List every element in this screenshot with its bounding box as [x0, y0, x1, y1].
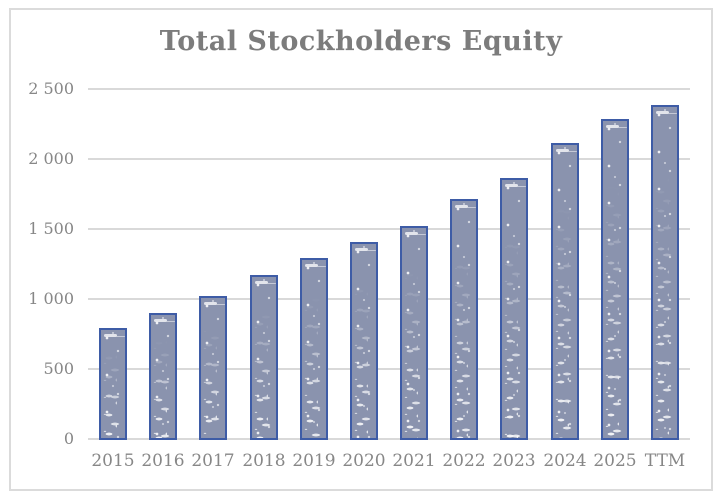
x-tick-label-2024: 2024 — [543, 451, 587, 471]
gridline-2500 — [88, 88, 690, 90]
x-tick-label-2021: 2021 — [392, 451, 436, 471]
chart-title: Total Stockholders Equity — [159, 26, 563, 57]
bar-2019[interactable] — [300, 258, 328, 440]
bar-TTM[interactable] — [651, 105, 679, 440]
x-tick-label-TTM: TTM — [644, 451, 686, 471]
x-tick-label-2018: 2018 — [242, 451, 286, 471]
bar-texture — [201, 298, 225, 438]
bar-2023[interactable] — [500, 178, 528, 440]
y-tick-label-1000: 1 000 — [28, 289, 74, 308]
x-tick-label-2023: 2023 — [492, 451, 536, 471]
bar-2017[interactable] — [199, 296, 227, 440]
y-tick-label-2000: 2 000 — [28, 149, 74, 168]
y-tick-label-1500: 1 500 — [28, 219, 74, 238]
bar-2015[interactable] — [99, 328, 127, 440]
bar-2016[interactable] — [149, 313, 177, 440]
bar-texture — [653, 107, 677, 438]
x-tick-label-2015: 2015 — [91, 451, 135, 471]
bar-2022[interactable] — [450, 199, 478, 440]
bar-2020[interactable] — [350, 242, 378, 440]
bar-2024[interactable] — [551, 143, 579, 440]
bar-2018[interactable] — [250, 275, 278, 440]
bar-texture — [502, 180, 526, 438]
bar-texture — [603, 121, 627, 438]
x-tick-label-2017: 2017 — [191, 451, 235, 471]
bar-texture — [101, 330, 125, 438]
y-tick-label-0: 0 — [63, 429, 74, 448]
x-tick-label-2016: 2016 — [141, 451, 185, 471]
y-tick-label-500: 500 — [43, 359, 74, 378]
x-tick-label-2020: 2020 — [342, 451, 386, 471]
bar-texture — [553, 145, 577, 438]
bar-2025[interactable] — [601, 119, 629, 440]
bar-2021[interactable] — [400, 226, 428, 440]
bar-texture — [252, 277, 276, 438]
gridline-1500 — [88, 228, 690, 230]
x-tick-label-2019: 2019 — [292, 451, 336, 471]
bar-texture — [151, 315, 175, 438]
bar-texture — [402, 228, 426, 438]
bar-texture — [302, 260, 326, 438]
gridline-2000 — [88, 158, 690, 160]
bar-texture — [352, 244, 376, 438]
x-tick-label-2022: 2022 — [442, 451, 486, 471]
y-tick-label-2500: 2 500 — [28, 79, 74, 98]
bar-texture — [452, 201, 476, 438]
x-tick-label-2025: 2025 — [593, 451, 637, 471]
gridline-1000 — [88, 298, 690, 300]
gridline-500 — [88, 368, 690, 370]
gridline-0 — [88, 438, 690, 440]
